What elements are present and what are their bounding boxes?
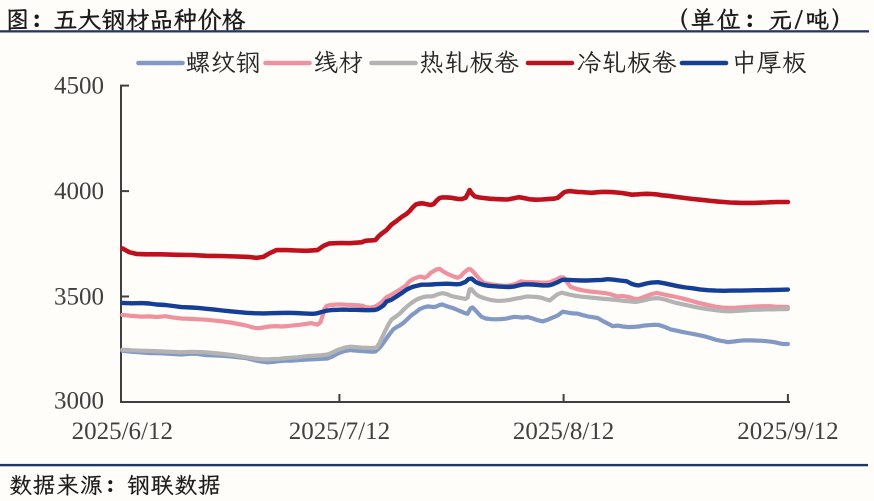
- svg-text:4000: 4000: [54, 178, 104, 205]
- svg-text:2025/9/12: 2025/9/12: [737, 418, 838, 445]
- svg-text:4500: 4500: [54, 73, 104, 100]
- svg-text:3500: 3500: [54, 284, 104, 311]
- svg-text:3000: 3000: [54, 387, 104, 414]
- svg-text:2025/8/12: 2025/8/12: [513, 418, 614, 445]
- svg-text:2025/7/12: 2025/7/12: [289, 418, 390, 445]
- svg-text:2025/6/12: 2025/6/12: [72, 418, 173, 445]
